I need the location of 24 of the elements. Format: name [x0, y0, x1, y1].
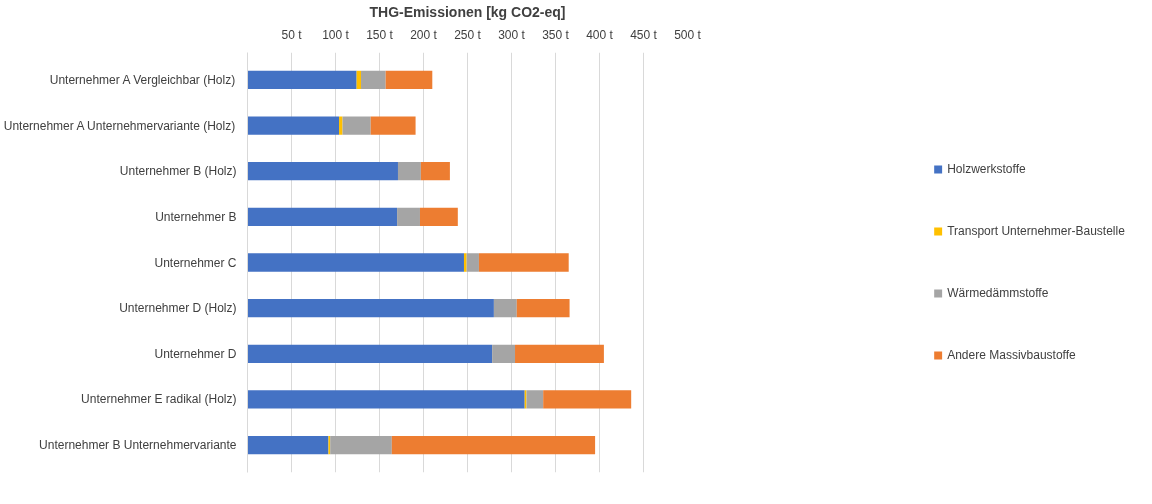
y-tick-label: Unternehmer B: [155, 209, 237, 224]
legend-label: Transport Unternehmer-Baustelle: [947, 223, 1125, 240]
x-tick-label: 100 t: [322, 27, 350, 42]
y-tick-label: Unternehmer C: [154, 255, 237, 270]
x-tick-label: 350 t: [542, 27, 570, 42]
y-tick-label: Unternehmer B Unternehmervariante: [39, 438, 237, 453]
x-tick-label: 300 t: [498, 27, 526, 42]
x-tick-label: 150 t: [366, 27, 394, 42]
y-tick-label: Unternehmer D (Holz): [119, 301, 237, 316]
legend-label: Wärmedämmstoffe: [947, 285, 1049, 302]
y-tick-label: Unternehmer E radikal (Holz): [81, 392, 237, 407]
x-tick-label: 50 t: [281, 27, 303, 42]
y-tick-label: Unternehmer D: [154, 346, 237, 361]
x-tick-label: 200 t: [410, 27, 438, 42]
x-tick-label: 400 t: [586, 27, 614, 42]
x-tick-label: 500 t: [674, 27, 702, 42]
y-tick-label: Unternehmer A Vergleichbar (Holz): [49, 72, 236, 87]
y-tick-label: Unternehmer A Unternehmervariante (Holz): [3, 118, 236, 133]
x-tick-label: 250 t: [454, 27, 482, 42]
legend-label: Holzwerkstoffe: [947, 161, 1026, 178]
x-tick-label: 450 t: [630, 27, 658, 42]
legend-label: Andere Massivbaustoffe: [947, 347, 1076, 364]
x-axis-title: THG-Emissionen [kg CO2-eq]: [369, 3, 566, 20]
y-tick-label: Unternehmer B (Holz): [119, 164, 237, 179]
